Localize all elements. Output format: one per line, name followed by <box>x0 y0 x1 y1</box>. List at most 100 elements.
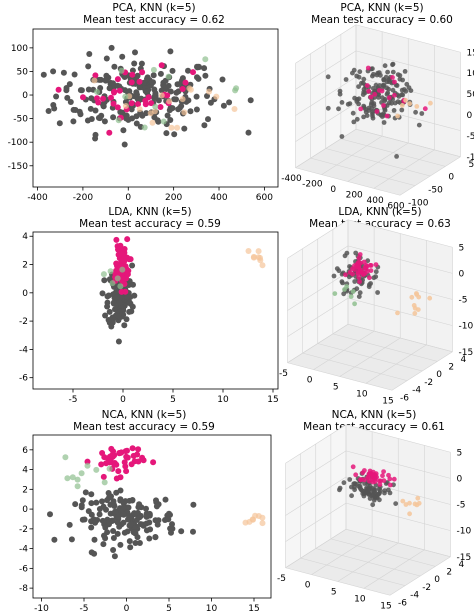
nca-3d-title: NCA, KNN (k=5) <box>332 409 417 421</box>
data-point <box>155 117 161 123</box>
data-point-3d <box>351 289 356 294</box>
pca-2d-subtitle: Mean test accuracy = 0.62 <box>83 14 225 26</box>
data-point-3d <box>349 493 354 498</box>
data-point-3d <box>381 103 386 108</box>
data-point-3d <box>352 279 357 284</box>
data-point <box>117 498 123 504</box>
data-point <box>106 130 112 136</box>
data-point <box>121 512 127 518</box>
y-tick-label: -8 <box>19 584 28 594</box>
data-point <box>93 467 99 473</box>
y-tick-label: -2 <box>422 583 431 593</box>
data-point <box>144 527 150 533</box>
x-tick-label: 0 <box>307 376 313 386</box>
x-tick-label: 5 <box>170 395 176 405</box>
data-point-3d <box>414 104 419 109</box>
data-point-3d <box>357 279 362 284</box>
data-point-3d <box>415 503 420 508</box>
data-point <box>166 83 172 89</box>
data-point <box>143 506 149 512</box>
data-point-3d <box>346 102 351 107</box>
data-point <box>88 106 94 112</box>
nca-2d-panel: NCA, KNN (k=5) Mean test accuracy = 0.59… <box>19 409 271 611</box>
data-point <box>51 537 57 543</box>
data-point <box>64 85 70 91</box>
data-point <box>147 511 153 517</box>
data-point <box>47 511 53 517</box>
data-point <box>94 95 100 101</box>
data-point <box>167 107 173 113</box>
data-point-3d <box>374 269 379 274</box>
data-point <box>115 531 121 537</box>
data-point <box>72 501 78 507</box>
data-point <box>53 94 59 100</box>
y-tick-label: -4 <box>412 386 421 396</box>
data-point <box>202 56 208 62</box>
lda-2d-panel: LDA, KNN (k=5) Mean test accuracy = 0.59… <box>19 206 279 405</box>
data-point <box>246 130 252 136</box>
y-tick-label: 6 <box>22 446 28 456</box>
y-tick-label: -6 <box>19 374 28 384</box>
z-tick-label: 5 <box>459 243 465 253</box>
pca-2d-plot: -400 -200 0 200 400 600-150-100-50050100 <box>8 29 278 203</box>
data-point <box>116 117 122 123</box>
data-point-3d <box>340 100 345 105</box>
data-point-3d <box>372 275 377 280</box>
x-tick-label: 0 <box>125 193 131 203</box>
data-point <box>178 528 184 534</box>
data-point <box>159 92 165 98</box>
data-point <box>185 68 191 74</box>
data-point <box>82 517 88 523</box>
data-point-3d <box>407 511 412 516</box>
y-tick-label: 0 <box>448 173 454 183</box>
data-point <box>221 103 227 109</box>
x-tick-label: 400 <box>210 193 227 203</box>
y-tick-label: -2 <box>19 317 28 327</box>
data-point <box>104 56 110 62</box>
data-point <box>91 78 97 84</box>
data-point <box>119 54 125 60</box>
data-point <box>99 498 105 504</box>
data-point <box>166 74 172 80</box>
data-point <box>117 542 123 548</box>
z-tick-label: -15 <box>457 553 472 563</box>
x-tick-label: -200 <box>302 179 323 189</box>
data-point-3d <box>351 111 356 116</box>
y-tick-label: 2 <box>446 567 452 577</box>
data-point <box>92 537 98 543</box>
x-tick-label: -400 <box>281 174 302 184</box>
data-point <box>124 316 130 322</box>
data-point <box>220 77 226 83</box>
data-point-3d <box>387 95 392 100</box>
data-point-3d <box>378 482 383 487</box>
data-point <box>169 125 175 131</box>
data-point <box>113 237 119 243</box>
data-point <box>167 48 173 54</box>
data-point-3d <box>340 134 345 139</box>
data-point <box>124 236 130 242</box>
data-point-3d <box>345 251 350 256</box>
data-point <box>100 290 106 296</box>
data-point-3d <box>361 92 366 97</box>
data-point <box>106 317 112 323</box>
data-point <box>79 470 85 476</box>
data-point <box>111 301 117 307</box>
data-point-3d <box>404 502 409 507</box>
data-point-3d <box>419 111 424 116</box>
data-point-3d <box>357 69 362 74</box>
data-point-3d <box>393 501 398 506</box>
data-point-3d <box>394 154 399 159</box>
lda-3d-title: LDA, KNN (k=5) <box>338 206 421 218</box>
data-point <box>122 530 128 536</box>
data-point <box>117 88 123 94</box>
data-point-3d <box>395 114 400 119</box>
data-point-3d <box>373 477 378 482</box>
data-point-3d <box>385 70 390 75</box>
data-point <box>62 454 68 460</box>
z-tick-label: -10 <box>457 527 472 537</box>
x-tick-label: 0 <box>120 395 126 405</box>
z-tick-label: 5 <box>457 448 463 458</box>
data-point-3d <box>342 480 347 485</box>
data-point <box>98 461 104 467</box>
data-point <box>165 516 171 522</box>
